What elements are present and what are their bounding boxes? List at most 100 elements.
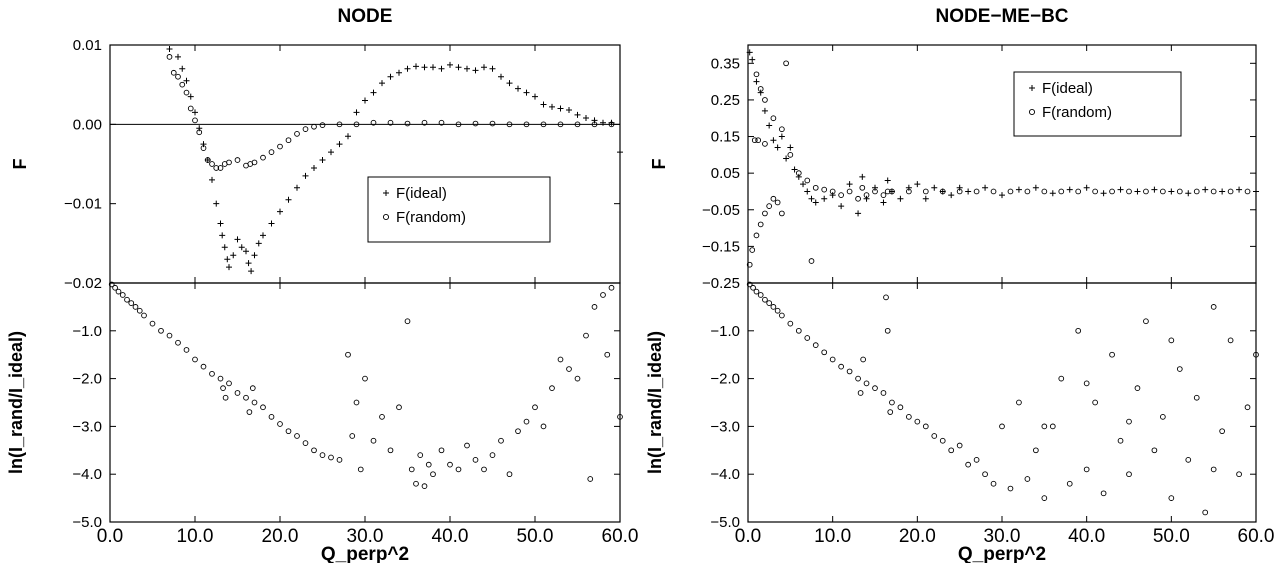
data-point bbox=[939, 437, 946, 444]
data-point bbox=[791, 166, 798, 173]
data-point bbox=[1007, 485, 1014, 492]
data-point bbox=[766, 122, 773, 129]
data-point bbox=[370, 89, 377, 96]
series-f-random- bbox=[166, 54, 615, 171]
data-point bbox=[175, 73, 181, 80]
data-point bbox=[1032, 184, 1039, 191]
data-point bbox=[349, 433, 356, 439]
data-point bbox=[357, 466, 364, 473]
data-point bbox=[1244, 404, 1251, 411]
data-point bbox=[749, 56, 756, 63]
data-point bbox=[753, 288, 760, 295]
data-point bbox=[1041, 495, 1048, 501]
data-point bbox=[838, 203, 845, 210]
data-point bbox=[277, 208, 283, 215]
data-point bbox=[260, 232, 266, 239]
data-point bbox=[187, 93, 194, 100]
chart-1: NODE −0.02 −0.01 0.00 0.01 F F(ideal) F(random)… bbox=[6, 6, 638, 565]
data-point bbox=[884, 188, 891, 195]
data-point bbox=[1126, 471, 1132, 478]
data-point bbox=[1210, 466, 1217, 473]
data-point bbox=[1202, 509, 1209, 516]
y-tick-label: −5.0 bbox=[710, 514, 740, 531]
data-point bbox=[884, 177, 891, 184]
data-point bbox=[808, 195, 815, 202]
data-point bbox=[1126, 188, 1132, 195]
y-tick-label: −0.02 bbox=[64, 275, 102, 292]
x-tick-label: 30.0 bbox=[347, 526, 384, 547]
data-point bbox=[1083, 466, 1090, 473]
data-point bbox=[855, 195, 861, 202]
data-point bbox=[204, 157, 211, 163]
data-point bbox=[336, 141, 343, 148]
data-point bbox=[438, 119, 445, 126]
data-point bbox=[766, 203, 773, 209]
data-point bbox=[872, 188, 878, 195]
data-point bbox=[209, 370, 215, 377]
data-point bbox=[922, 195, 929, 202]
data-point bbox=[192, 109, 198, 116]
data-point bbox=[1041, 423, 1048, 430]
data-point bbox=[1015, 186, 1022, 193]
data-point bbox=[217, 165, 224, 171]
chart-2: NODE−ME−BC −0.25 −0.15 −0.05 0.05 0.15 0.25 0.3… bbox=[645, 6, 1274, 565]
data-point bbox=[1160, 413, 1166, 420]
x-tick-label: 50.0 bbox=[517, 526, 554, 547]
data-point bbox=[1075, 327, 1082, 334]
data-point bbox=[804, 188, 811, 195]
data-point bbox=[973, 457, 980, 463]
legend-marker-circle bbox=[382, 213, 390, 221]
data-point bbox=[141, 312, 147, 319]
data-point bbox=[1100, 490, 1107, 497]
data-point bbox=[523, 418, 530, 425]
x-tick-label: 0.0 bbox=[97, 526, 123, 547]
data-point bbox=[617, 413, 623, 420]
data-point bbox=[319, 157, 326, 164]
data-point bbox=[1016, 399, 1022, 406]
data-point bbox=[795, 170, 802, 177]
data-point bbox=[939, 188, 946, 195]
y-tick-label: −0.05 bbox=[702, 202, 740, 219]
data-point bbox=[417, 452, 424, 458]
data-point bbox=[872, 385, 878, 392]
data-point bbox=[1210, 188, 1217, 195]
y-tick-label: −0.01 bbox=[64, 196, 102, 213]
x-tick-label: 20.0 bbox=[262, 526, 299, 547]
data-point bbox=[906, 413, 912, 420]
data-point bbox=[506, 80, 513, 87]
data-point bbox=[472, 67, 479, 74]
data-point bbox=[1049, 190, 1056, 197]
data-point bbox=[1100, 190, 1107, 197]
data-point bbox=[1024, 476, 1031, 482]
data-point bbox=[136, 307, 143, 314]
data-point bbox=[795, 327, 802, 334]
data-point bbox=[1193, 394, 1200, 401]
data-point bbox=[387, 119, 394, 126]
data-point bbox=[243, 394, 249, 401]
data-point bbox=[336, 121, 343, 128]
data-point bbox=[222, 394, 229, 401]
data-point bbox=[319, 122, 326, 128]
data-point bbox=[795, 173, 802, 180]
data-point bbox=[221, 244, 228, 251]
data-point bbox=[370, 437, 377, 444]
data-point bbox=[1168, 188, 1175, 195]
data-point bbox=[587, 476, 594, 482]
data-point bbox=[884, 327, 891, 334]
data-point bbox=[362, 375, 368, 382]
data-point bbox=[234, 236, 241, 243]
data-point bbox=[353, 109, 360, 116]
data-point bbox=[183, 77, 190, 84]
data-point bbox=[757, 89, 764, 96]
data-point bbox=[311, 447, 317, 454]
data-point bbox=[489, 120, 496, 127]
data-point bbox=[863, 380, 870, 387]
data-point bbox=[846, 181, 853, 188]
data-point bbox=[549, 103, 555, 110]
data-point bbox=[481, 64, 487, 71]
data-point bbox=[617, 149, 623, 156]
data-point bbox=[557, 121, 564, 128]
data-point bbox=[956, 188, 963, 195]
data-point bbox=[1253, 351, 1259, 358]
data-point bbox=[245, 260, 252, 267]
